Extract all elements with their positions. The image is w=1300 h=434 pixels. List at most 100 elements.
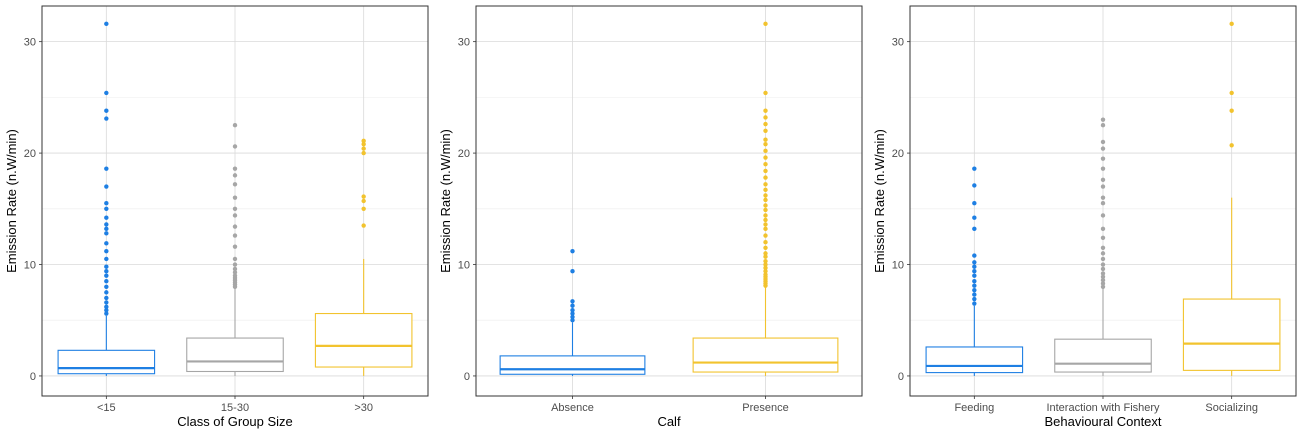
x-tick-label: <15: [97, 402, 116, 414]
x-tick-label: Feeding: [954, 402, 994, 414]
outlier-point: [232, 244, 238, 249]
outlier-point: [232, 166, 238, 171]
outlier-point: [1100, 226, 1106, 232]
y-axis-title: Emission Rate (n.W/min): [872, 129, 887, 273]
outlier-point: [104, 166, 109, 171]
y-tick-label: 10: [458, 260, 470, 272]
outlier-point: [104, 273, 109, 278]
outlier-point: [361, 206, 366, 211]
x-tick-label: Presence: [742, 402, 788, 414]
outlier-point: [570, 299, 575, 304]
outlier-point: [232, 256, 238, 262]
outlier-point: [361, 138, 366, 144]
outlier-point: [1100, 266, 1106, 272]
outlier-point: [232, 270, 238, 275]
box-group-2: [1054, 117, 1152, 376]
outlier-point: [104, 201, 109, 206]
outlier-point: [1229, 90, 1234, 96]
outlier-point: [763, 222, 768, 227]
outlier-point: [1100, 184, 1106, 189]
outlier-point: [1100, 177, 1106, 183]
outlier-point: [104, 231, 109, 236]
outlier-point: [104, 256, 109, 262]
outlier-point: [763, 203, 768, 208]
outlier-point: [763, 240, 768, 245]
outlier-point: [972, 166, 977, 171]
outlier-point: [763, 141, 768, 147]
outlier-point: [763, 193, 768, 198]
outlier-point: [1100, 271, 1106, 276]
outlier-point: [763, 115, 768, 120]
outlier-point: [763, 272, 768, 277]
outlier-point: [104, 290, 109, 295]
box: [692, 337, 839, 373]
outlier-point: [232, 123, 238, 128]
outlier-point: [763, 213, 768, 218]
x-axis-title: Calf: [657, 414, 681, 429]
panel-border: [41, 5, 429, 397]
y-tick-label: 30: [458, 37, 470, 49]
y-tick-label: 0: [30, 371, 36, 383]
outlier-point: [972, 183, 977, 188]
outlier-point: [104, 248, 109, 254]
outlier-point: [232, 262, 238, 267]
outlier-point: [1100, 281, 1106, 286]
box: [57, 349, 156, 375]
outlier-point: [232, 206, 238, 211]
outlier-point: [1100, 139, 1106, 145]
outlier-point: [763, 197, 768, 203]
box: [1054, 338, 1152, 373]
y-axis-title: Emission Rate (n.W/min): [438, 129, 453, 273]
box: [186, 337, 284, 373]
x-tick-label: >30: [354, 402, 373, 414]
outlier-point: [763, 233, 768, 238]
outlier-point: [232, 273, 238, 278]
outlier-point: [763, 21, 768, 27]
outlier-point: [361, 198, 366, 204]
outlier-point: [1229, 21, 1234, 27]
y-tick-label: 0: [464, 371, 470, 383]
outlier-point: [1229, 143, 1234, 148]
outlier-point: [232, 144, 238, 149]
outlier-point: [972, 273, 977, 278]
outlier-point: [232, 266, 238, 272]
outlier-point: [1100, 146, 1106, 151]
outlier-point: [1100, 213, 1106, 218]
panel-border: [909, 5, 1297, 397]
outlier-point: [104, 295, 109, 301]
chart-panel-3: 0 10 20 30 Feeding Interaction with Fishery So…: [872, 5, 1297, 429]
outlier-point: [1100, 284, 1106, 289]
outlier-point: [972, 296, 977, 302]
outlier-point: [972, 215, 977, 220]
outlier-point: [104, 116, 109, 121]
outlier-point: [232, 195, 238, 200]
x-tick-label: Absence: [551, 402, 594, 414]
outlier-point: [232, 233, 238, 238]
outlier-point: [763, 121, 768, 127]
y-tick-label: 20: [892, 148, 904, 160]
outlier-point: [104, 284, 109, 289]
x-axis-title: Behavioural Context: [1044, 414, 1161, 429]
outlier-point: [972, 201, 977, 206]
outlier-point: [763, 90, 768, 96]
outlier-point: [972, 292, 977, 297]
outlier-point: [570, 269, 575, 274]
box: [314, 312, 413, 368]
box-group-3: [1182, 21, 1281, 376]
outlier-point: [972, 264, 977, 269]
box: [499, 355, 646, 375]
outlier-point: [763, 226, 768, 232]
outlier-point: [763, 258, 768, 264]
outlier-point: [104, 206, 109, 211]
outlier-point: [763, 217, 768, 223]
outlier-point: [763, 269, 768, 274]
outlier-point: [763, 182, 768, 187]
outlier-point: [104, 241, 109, 246]
outlier-point: [1100, 274, 1106, 279]
outlier-point: [763, 207, 768, 213]
outlier-point: [570, 303, 575, 308]
outlier-point: [570, 308, 575, 313]
outlier-point: [763, 262, 768, 267]
y-tick-label: 0: [898, 371, 904, 383]
